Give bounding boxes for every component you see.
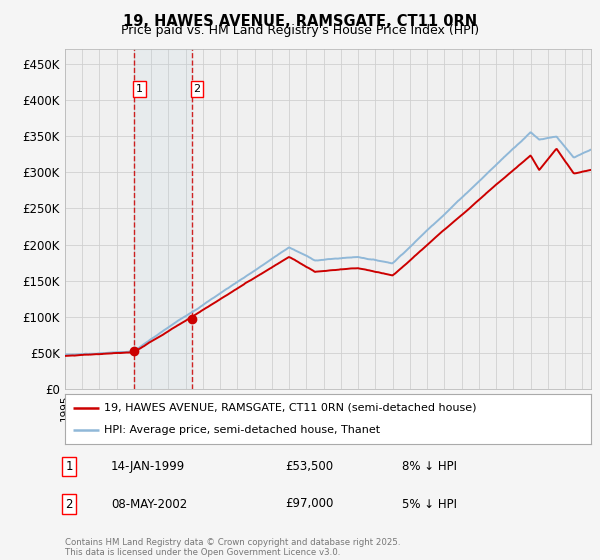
Text: Price paid vs. HM Land Registry's House Price Index (HPI): Price paid vs. HM Land Registry's House …	[121, 24, 479, 37]
Text: £97,000: £97,000	[285, 497, 334, 511]
Text: Contains HM Land Registry data © Crown copyright and database right 2025.
This d: Contains HM Land Registry data © Crown c…	[65, 538, 400, 557]
Bar	[134, 49, 192, 389]
Text: 08-MAY-2002: 08-MAY-2002	[111, 497, 187, 511]
Text: 8% ↓ HPI: 8% ↓ HPI	[402, 460, 457, 473]
Text: 2: 2	[193, 84, 200, 94]
Text: 1: 1	[136, 84, 143, 94]
Text: 14-JAN-1999: 14-JAN-1999	[111, 460, 185, 473]
Text: 1: 1	[65, 460, 73, 473]
Text: 2: 2	[65, 497, 73, 511]
Text: HPI: Average price, semi-detached house, Thanet: HPI: Average price, semi-detached house,…	[104, 425, 380, 435]
Text: 19, HAWES AVENUE, RAMSGATE, CT11 0RN (semi-detached house): 19, HAWES AVENUE, RAMSGATE, CT11 0RN (se…	[104, 403, 477, 413]
Text: 5% ↓ HPI: 5% ↓ HPI	[402, 497, 457, 511]
Text: £53,500: £53,500	[285, 460, 333, 473]
Text: 19, HAWES AVENUE, RAMSGATE, CT11 0RN: 19, HAWES AVENUE, RAMSGATE, CT11 0RN	[123, 14, 477, 29]
